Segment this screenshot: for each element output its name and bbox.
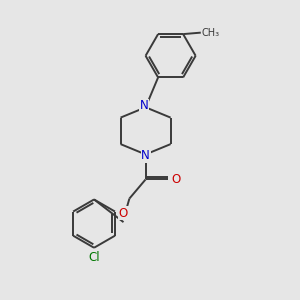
Text: N: N [140, 99, 148, 112]
Text: O: O [119, 207, 128, 220]
Text: O: O [171, 173, 181, 186]
Text: Cl: Cl [88, 251, 100, 264]
Text: CH₃: CH₃ [201, 28, 220, 38]
Text: N: N [141, 149, 150, 162]
